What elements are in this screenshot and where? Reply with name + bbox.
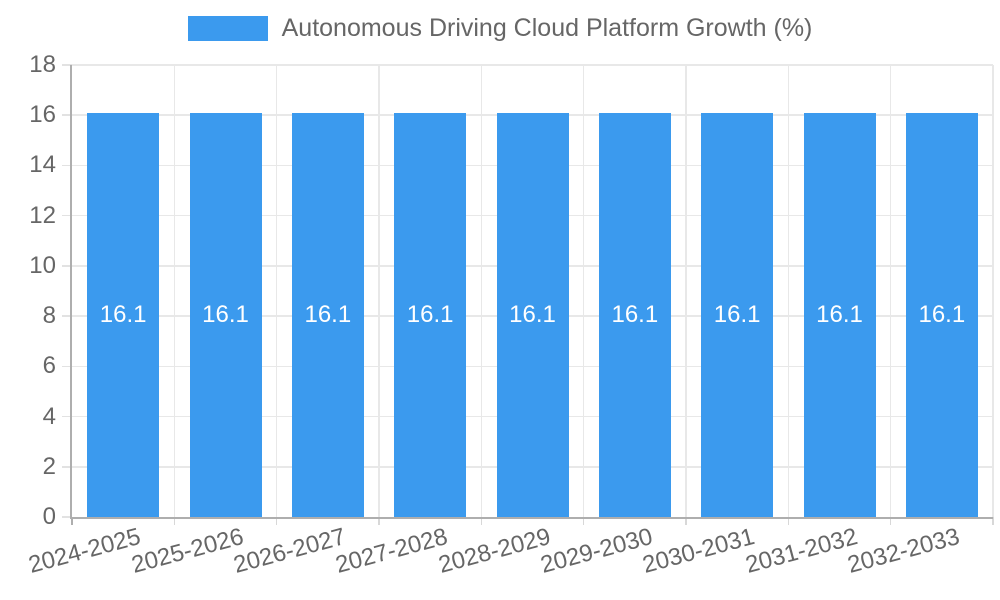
y-tick <box>62 415 72 418</box>
y-gridline <box>72 64 993 66</box>
x-tick <box>582 517 585 525</box>
bar-value-label: 16.1 <box>816 300 863 328</box>
bar: 16.1 <box>496 112 569 517</box>
x-gridline <box>378 65 380 517</box>
y-tick <box>62 64 72 66</box>
y-tick <box>62 315 72 317</box>
x-axis-line <box>70 517 993 519</box>
bar: 16.1 <box>701 112 774 517</box>
y-tick <box>62 516 72 518</box>
y-axis-line <box>70 65 72 517</box>
y-tick-label: 18 <box>29 51 56 78</box>
y-tick-label: 8 <box>42 302 56 330</box>
bar: 16.1 <box>87 112 160 517</box>
legend-label: Autonomous Driving Cloud Platform Growth… <box>281 14 813 42</box>
x-gridline <box>992 65 994 517</box>
bar: 16.1 <box>905 112 978 517</box>
legend[interactable]: Autonomous Driving Cloud Platform Growth… <box>0 14 1000 43</box>
y-tick <box>62 466 72 468</box>
x-gridline <box>787 65 790 517</box>
x-tick-label: 2031-2032 <box>742 523 861 579</box>
y-tick <box>62 265 72 267</box>
x-gridline <box>685 65 687 517</box>
x-tick <box>480 517 483 525</box>
bar: 16.1 <box>394 112 467 517</box>
y-tick-label: 6 <box>42 352 56 380</box>
y-tick <box>62 214 72 217</box>
x-tick <box>787 517 790 525</box>
x-tick <box>275 517 278 525</box>
bar: 16.1 <box>598 112 671 517</box>
y-tick-label: 0 <box>42 503 56 530</box>
x-tick-label: 2029-2030 <box>537 523 656 579</box>
bar-value-label: 16.1 <box>304 300 352 328</box>
x-gridline <box>889 65 892 517</box>
x-tick-label: 2027-2028 <box>333 523 451 579</box>
x-gridline <box>582 65 585 517</box>
x-tick <box>378 517 380 525</box>
x-tick <box>992 517 994 525</box>
bar-value-label: 16.1 <box>918 300 966 328</box>
x-tick-label: 2030-2031 <box>640 523 758 579</box>
y-tick-label: 10 <box>29 251 56 279</box>
x-gridline <box>480 65 483 517</box>
y-tick-label: 16 <box>29 101 56 129</box>
x-tick-label: 2028-2029 <box>435 523 554 579</box>
y-tick-label: 12 <box>29 201 56 229</box>
y-tick-label: 4 <box>42 402 56 430</box>
y-tick <box>62 164 72 167</box>
bar-value-label: 16.1 <box>509 300 556 328</box>
bar-value-label: 16.1 <box>406 300 454 328</box>
bar-value-label: 16.1 <box>99 300 147 328</box>
bar-value-label: 16.1 <box>202 300 249 328</box>
y-tick-label: 2 <box>42 452 56 480</box>
x-tick-label: 2032-2033 <box>844 523 963 579</box>
bar-value-label: 16.1 <box>713 300 761 328</box>
bar: 16.1 <box>803 112 876 517</box>
y-tick-label: 14 <box>29 151 56 179</box>
y-tick <box>62 114 72 116</box>
x-tick <box>71 517 73 525</box>
x-tick <box>889 517 892 525</box>
bar: 16.1 <box>291 112 364 517</box>
legend-swatch <box>187 16 268 41</box>
x-gridline <box>275 65 278 517</box>
x-tick-label: 2026-2027 <box>230 523 349 579</box>
x-tick-label: 2025-2026 <box>128 523 247 579</box>
x-tick <box>685 517 687 525</box>
bar-value-label: 16.1 <box>611 300 659 328</box>
bar: 16.1 <box>189 112 262 517</box>
x-tick <box>173 517 176 525</box>
y-tick <box>62 365 72 368</box>
x-gridline <box>173 65 176 517</box>
x-tick-label: 2024-2025 <box>26 523 144 579</box>
